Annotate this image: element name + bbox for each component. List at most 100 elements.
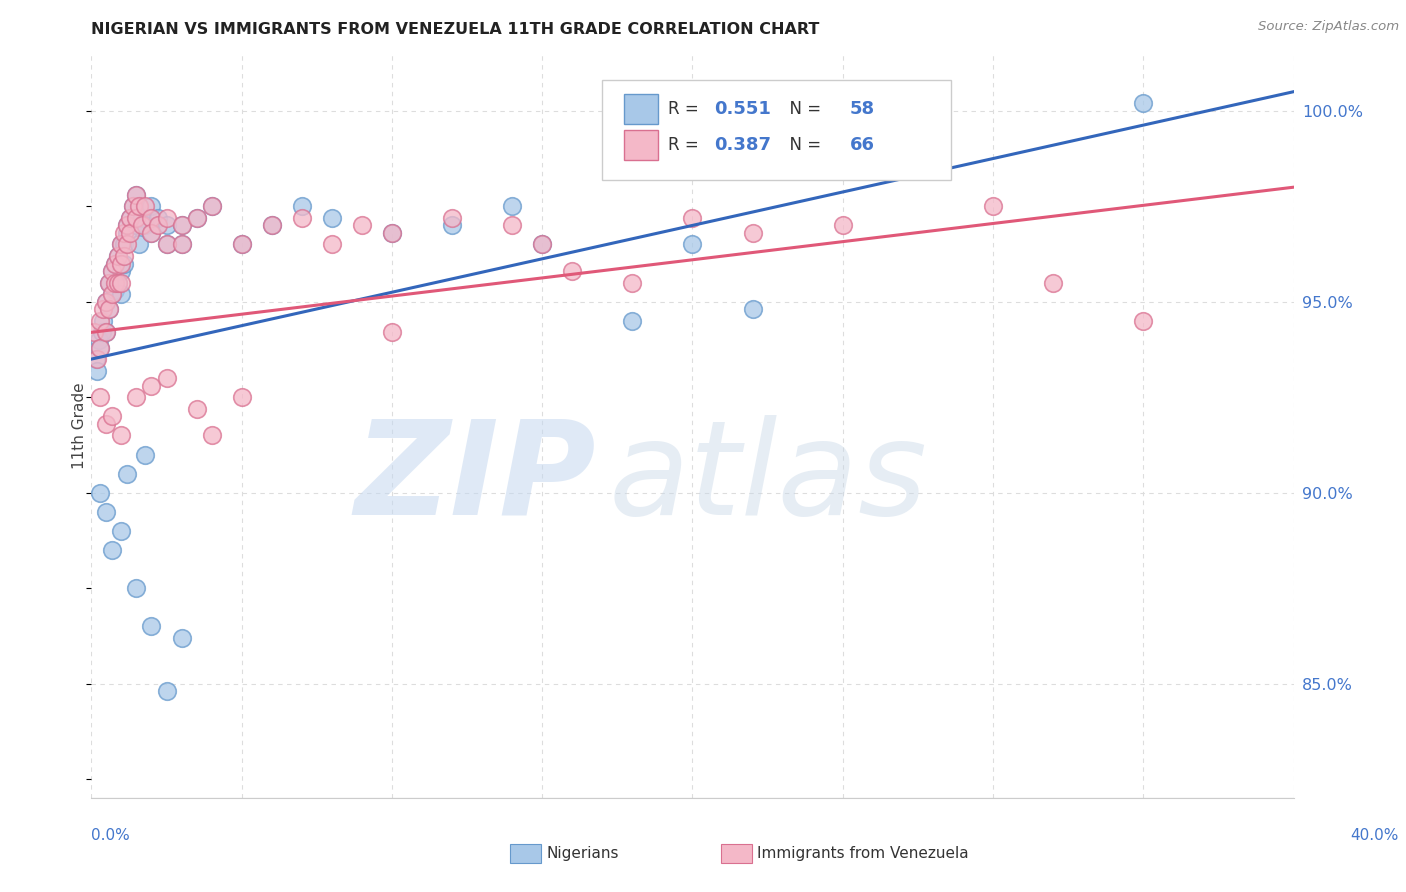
Point (89, 390, 111, 404)
Point (981, 199, 1004, 213)
Point (381, 226, 404, 240)
Point (141, 619, 163, 633)
Point (561, 264, 583, 278)
Point (114, 237, 136, 252)
FancyBboxPatch shape (624, 130, 658, 160)
Point (155, 371, 177, 385)
Point (98, 302, 121, 317)
Point (681, 211, 703, 225)
Point (96, 417, 118, 431)
Point (531, 237, 554, 252)
Point (104, 283, 127, 297)
Point (128, 199, 150, 213)
Point (120, 211, 142, 225)
Point (131, 211, 153, 225)
Point (186, 211, 208, 225)
Text: 0.387: 0.387 (714, 136, 770, 154)
Point (231, 237, 253, 252)
Point (141, 211, 163, 225)
Text: Nigerians: Nigerians (547, 847, 619, 861)
Point (86, 352, 108, 367)
Point (96, 294, 118, 309)
Point (107, 276, 129, 290)
Point (125, 390, 148, 404)
Point (170, 219, 193, 233)
Text: 40.0%: 40.0% (1351, 829, 1399, 843)
Point (621, 276, 644, 290)
Point (146, 219, 169, 233)
Point (125, 581, 148, 595)
Point (110, 287, 132, 301)
Point (141, 226, 163, 240)
Point (107, 276, 129, 290)
Point (104, 257, 127, 271)
Point (110, 524, 132, 538)
Point (96, 326, 118, 340)
Point (84, 352, 107, 367)
Point (101, 543, 124, 558)
Text: 0.0%: 0.0% (91, 829, 131, 843)
Text: R =: R = (668, 101, 704, 119)
Text: R =: R = (668, 136, 704, 154)
Point (89, 341, 111, 355)
Point (83, 326, 105, 340)
Point (260, 219, 283, 233)
Point (98, 276, 121, 290)
Point (170, 631, 193, 645)
Point (186, 211, 208, 225)
Point (107, 249, 129, 263)
Point (441, 211, 464, 225)
Point (350, 219, 373, 233)
Point (122, 199, 145, 213)
Point (1042, 276, 1064, 290)
Point (201, 428, 224, 442)
Point (110, 276, 132, 290)
Point (101, 409, 124, 424)
Text: Immigrants from Venezuela: Immigrants from Venezuela (758, 847, 969, 861)
Text: N =: N = (779, 101, 827, 119)
Point (155, 684, 177, 698)
Point (260, 219, 283, 233)
Point (125, 219, 148, 233)
Point (110, 257, 132, 271)
Point (117, 219, 139, 233)
Point (155, 211, 177, 225)
Point (98, 276, 121, 290)
Point (101, 264, 124, 278)
Text: 58: 58 (851, 101, 875, 119)
Point (155, 219, 177, 233)
Point (170, 219, 193, 233)
Point (117, 226, 139, 240)
Point (104, 276, 127, 290)
Point (87, 333, 110, 347)
Point (681, 237, 703, 252)
Point (86, 363, 108, 377)
Point (134, 199, 156, 213)
Text: NIGERIAN VS IMMIGRANTS FROM VENEZUELA 11TH GRADE CORRELATION CHART: NIGERIAN VS IMMIGRANTS FROM VENEZUELA 11… (91, 22, 820, 37)
Point (186, 401, 208, 416)
Point (117, 219, 139, 233)
Point (101, 287, 124, 301)
Text: Source: ZipAtlas.com: Source: ZipAtlas.com (1258, 20, 1399, 33)
Point (141, 199, 163, 213)
Point (110, 237, 132, 252)
Point (1132, 96, 1154, 111)
Point (381, 326, 404, 340)
Point (201, 199, 224, 213)
Point (110, 428, 132, 442)
Point (231, 237, 253, 252)
Point (170, 237, 193, 252)
Point (120, 211, 142, 225)
Point (93, 302, 115, 317)
Point (114, 249, 136, 263)
Text: N =: N = (779, 136, 827, 154)
Point (120, 226, 142, 240)
Point (96, 294, 118, 309)
Point (381, 226, 404, 240)
Point (531, 237, 554, 252)
Point (441, 219, 464, 233)
Point (146, 211, 169, 225)
Point (501, 199, 523, 213)
Point (291, 211, 314, 225)
Point (125, 187, 148, 202)
